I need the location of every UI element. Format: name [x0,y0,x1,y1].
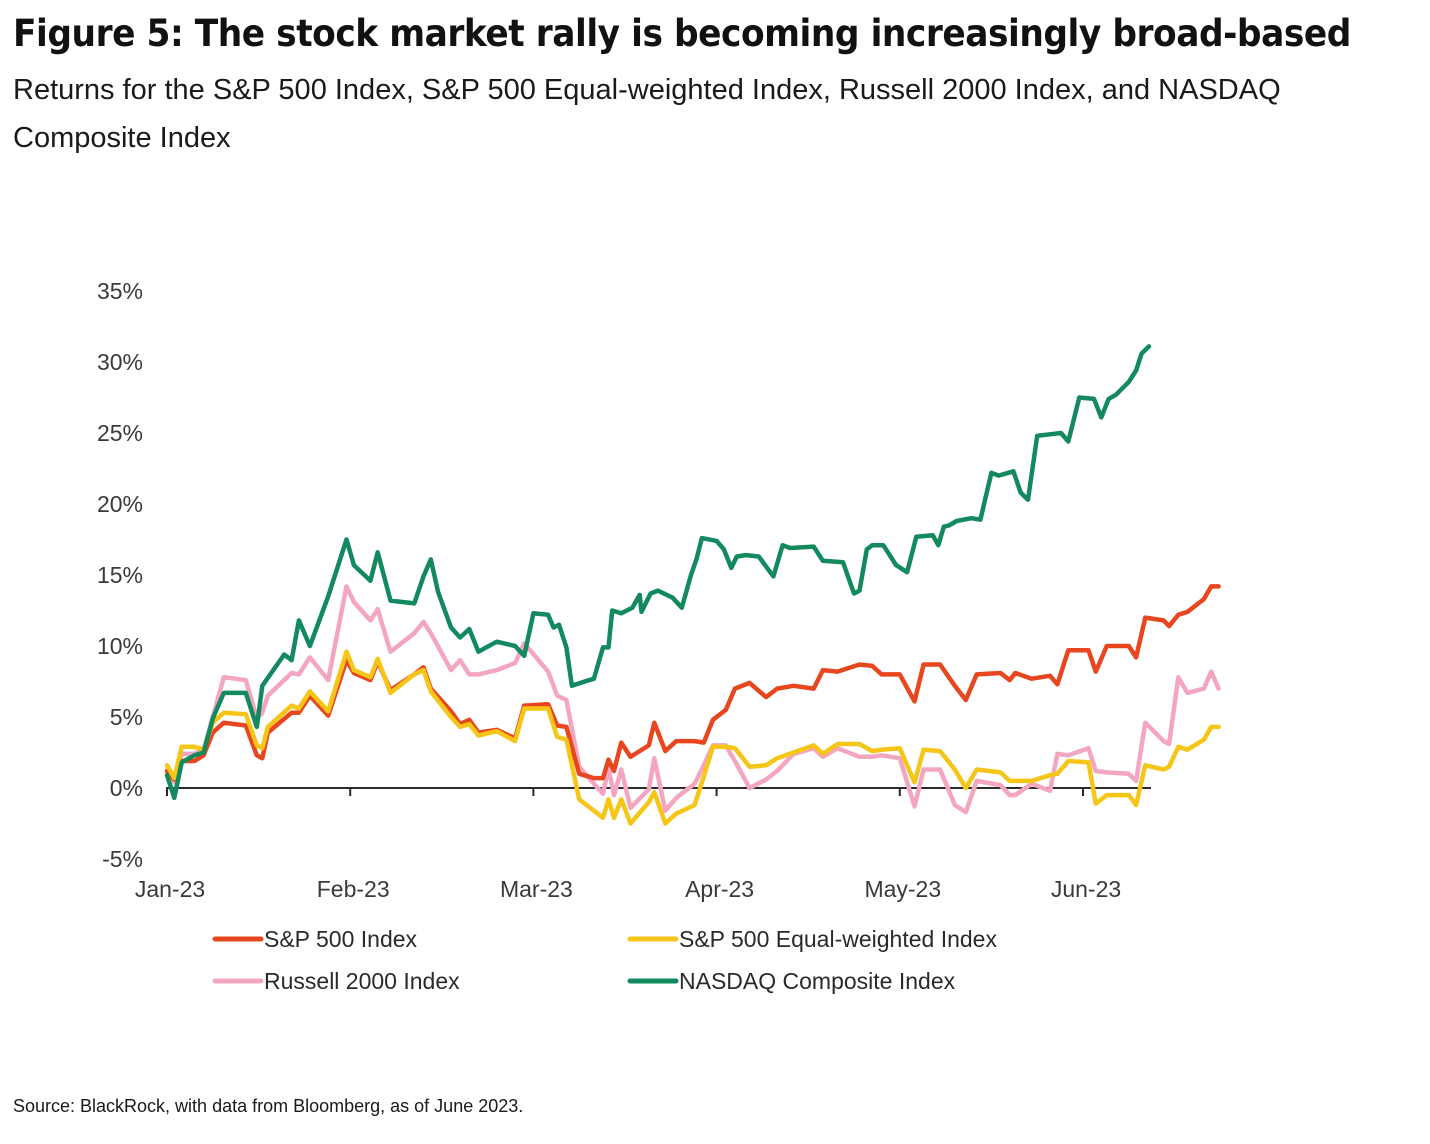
y-axis: 35% 30% 25% 20% 15% 10% 5% 0% -5% [97,278,143,872]
legend-label: NASDAQ Composite Index [679,968,956,994]
x-tick-label: Jun-23 [1051,876,1121,902]
y-tick-label: 15% [97,562,143,588]
y-tick-label: 35% [97,278,143,304]
series-line-s-p-500-equal-weighted-index [164,649,1221,826]
chart-title: Figure 5: The stock market rally is beco… [13,12,1351,55]
x-tick-label: May-23 [864,876,941,902]
source-note: Source: BlackRock, with data from Bloomb… [13,1096,524,1116]
x-axis: Jan-23 Feb-23 Mar-23 Apr-23 May-23 Jun-23 [135,787,1151,902]
legend-item: S&P 500 Equal-weighted Index [627,926,997,952]
y-tick-label: 30% [97,349,143,375]
x-tick-label: Mar-23 [500,876,573,902]
y-tick-label: 5% [110,704,143,730]
y-tick-label: 25% [97,420,143,446]
legend-label: Russell 2000 Index [264,968,460,994]
legend-item: Russell 2000 Index [212,968,460,994]
series-line-russell-2000-index [164,584,1221,815]
legend: S&P 500 Index S&P 500 Equal-weighted Inde… [212,926,997,994]
y-tick-label: 10% [97,633,143,659]
y-tick-label: -5% [102,846,143,872]
legend-item: NASDAQ Composite Index [627,968,956,994]
x-tick-label: Jan-23 [135,876,205,902]
x-tick-label: Apr-23 [685,876,754,902]
y-tick-label: 0% [110,775,143,801]
x-tick-label: Feb-23 [317,876,390,902]
legend-label: S&P 500 Index [264,926,418,952]
series-lines [164,344,1221,826]
series-line-nasdaq-composite-index [164,344,1152,801]
chart-subtitle: Returns for the S&P 500 Index, S&P 500 E… [13,74,1281,154]
legend-label: S&P 500 Equal-weighted Index [679,926,997,952]
y-tick-label: 20% [97,491,143,517]
legend-item: S&P 500 Index [212,926,418,952]
series-line-s-p-500-index [164,584,1221,782]
